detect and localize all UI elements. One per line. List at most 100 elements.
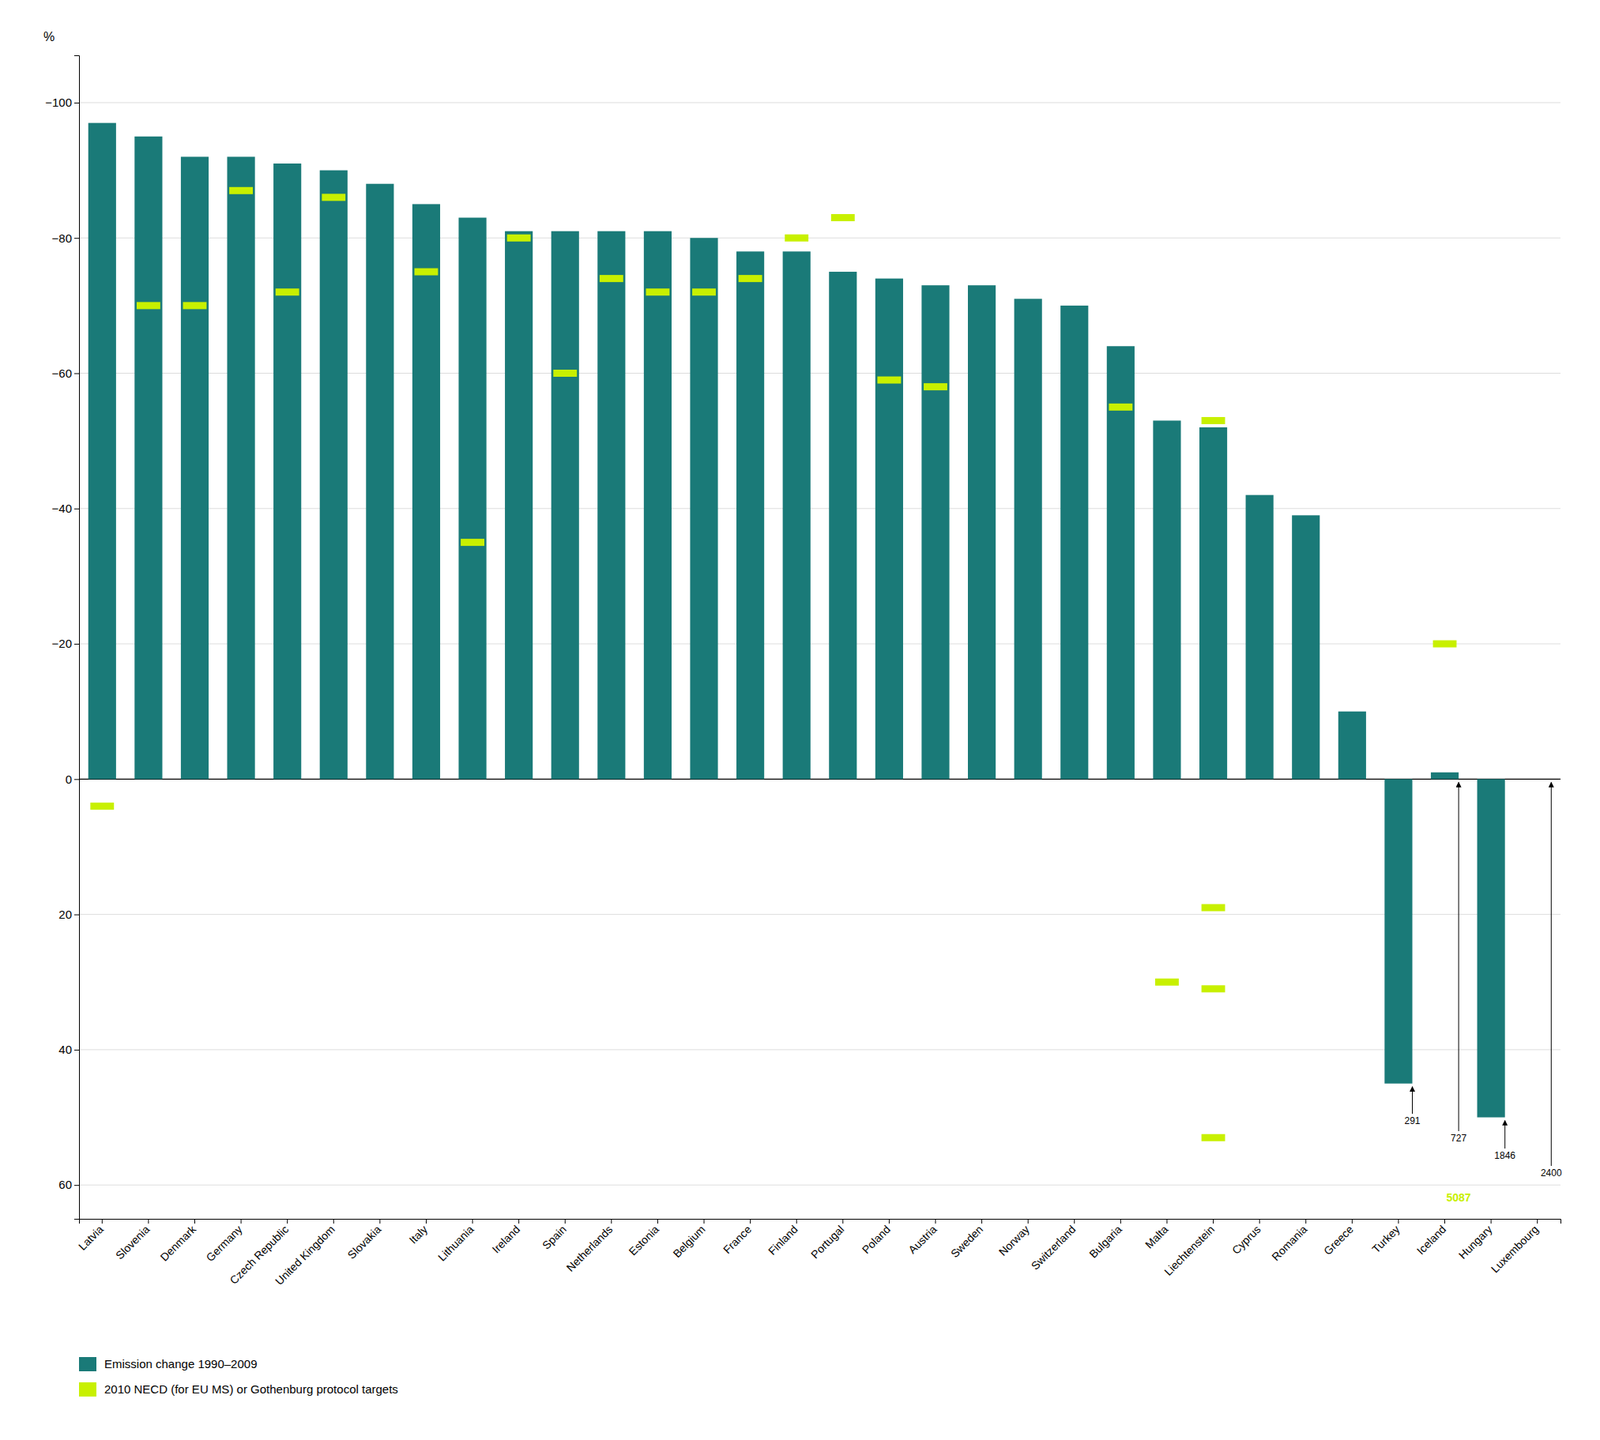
- target-marker: [229, 187, 253, 195]
- x-tick: France: [720, 1219, 754, 1257]
- y-tick: 20: [58, 907, 80, 922]
- x-tick-label: Lithuania: [435, 1223, 477, 1265]
- x-tick-label: Iceland: [1414, 1223, 1449, 1258]
- x-tick: Norway: [996, 1219, 1032, 1259]
- y-tick: 40: [58, 1042, 80, 1057]
- target-marker: [1155, 978, 1179, 987]
- y-tick: −40: [52, 501, 80, 516]
- x-tick-mark: [101, 1219, 103, 1224]
- grid-line: [79, 1049, 1561, 1051]
- x-tick-label: Poland: [859, 1223, 893, 1257]
- x-tick-mark: [657, 1219, 659, 1224]
- x-tick-label: Spain: [539, 1223, 569, 1253]
- x-tick-label: Turkey: [1369, 1223, 1402, 1256]
- legend-swatch: [79, 1382, 97, 1397]
- y-tick-label: −60: [52, 366, 72, 381]
- x-tick-label: Slovakia: [345, 1223, 384, 1262]
- x-tick: Germany: [203, 1219, 245, 1265]
- annotation-label: 5087: [1446, 1191, 1472, 1205]
- x-tick-mark: [704, 1219, 705, 1224]
- x-tick-label: Greece: [1321, 1223, 1356, 1258]
- target-marker: [923, 383, 948, 391]
- x-tick-mark: [1120, 1219, 1122, 1224]
- x-tick: Malta: [1142, 1219, 1171, 1252]
- x-tick-mark: [564, 1219, 566, 1224]
- x-tick-label: Netherlands: [564, 1223, 616, 1275]
- x-tick: Poland: [859, 1219, 893, 1257]
- bar: [412, 203, 441, 780]
- x-tick-label: Luxembourg: [1488, 1223, 1541, 1276]
- y-tick-mark: [74, 1185, 80, 1186]
- y-tick-mark: [74, 508, 80, 510]
- x-tick-mark: [1305, 1219, 1307, 1224]
- x-tick: Spain: [539, 1219, 569, 1253]
- x-tick: Finland: [765, 1219, 801, 1258]
- target-marker: [877, 376, 901, 384]
- annotation-arrow: [1411, 1087, 1413, 1115]
- y-tick: −100: [45, 95, 80, 110]
- bar: [783, 251, 811, 780]
- x-tick-label: Germany: [203, 1223, 245, 1265]
- x-tick-mark: [749, 1219, 751, 1224]
- x-tick-mark: [1351, 1219, 1353, 1224]
- x-tick-mark: [610, 1219, 612, 1224]
- bar: [597, 231, 625, 780]
- target-marker: [1433, 640, 1457, 648]
- target-marker: [1201, 904, 1226, 912]
- target-marker: [136, 301, 161, 309]
- legend-label: Emission change 1990–2009: [104, 1357, 257, 1371]
- bar: [227, 156, 256, 780]
- x-tick-label: Ireland: [489, 1223, 524, 1257]
- x-tick-mark: [981, 1219, 983, 1224]
- target-marker: [784, 234, 809, 242]
- bar: [180, 156, 209, 780]
- x-tick-label: Finland: [765, 1223, 801, 1258]
- y-axis: −100−80−60−40−200204060: [45, 56, 80, 1220]
- bar-series: [88, 123, 1506, 1119]
- y-tick-mark: [74, 237, 80, 239]
- x-tick-mark: [379, 1219, 381, 1224]
- x-tick-mark: [1490, 1219, 1492, 1224]
- x-tick: Ireland: [489, 1219, 524, 1257]
- x-tick: Greece: [1321, 1219, 1356, 1258]
- x-tick: Estonia: [626, 1219, 662, 1258]
- bar: [967, 285, 996, 780]
- bar: [88, 123, 117, 780]
- y-axis-line: [74, 56, 80, 1220]
- x-tick-mark: [934, 1219, 936, 1224]
- y-tick-label: −40: [52, 501, 72, 516]
- bar: [1523, 779, 1552, 780]
- x-tick: Bulgaria: [1086, 1219, 1125, 1262]
- bar: [1338, 711, 1367, 780]
- target-marker: [507, 234, 531, 242]
- legend-item: Emission change 1990–2009: [79, 1357, 257, 1372]
- x-tick-mark: [333, 1219, 335, 1224]
- x-tick-mark: [194, 1219, 196, 1224]
- y-tick-mark: [74, 1050, 80, 1051]
- x-tick-mark: [1027, 1219, 1029, 1224]
- x-tick-label: Slovenia: [112, 1223, 152, 1262]
- x-tick: Sweden: [948, 1219, 986, 1261]
- x-tick-mark: [425, 1219, 427, 1224]
- y-tick-label: −100: [45, 95, 72, 110]
- y-tick-mark: [74, 643, 80, 645]
- legend-label: 2010 NECD (for EU MS) or Gothenburg prot…: [104, 1382, 399, 1397]
- x-tick-label: Switzerland: [1028, 1223, 1078, 1273]
- bar: [921, 285, 949, 780]
- x-tick: Iceland: [1414, 1219, 1449, 1258]
- x-tick-label: Estonia: [626, 1223, 662, 1258]
- y-tick: −20: [52, 636, 80, 651]
- target-marker: [1108, 403, 1133, 411]
- y-tick: −60: [52, 366, 80, 381]
- grid-line: [79, 1185, 1561, 1186]
- legend-item: 2010 NECD (for EU MS) or Gothenburg prot…: [79, 1382, 399, 1397]
- x-tick-mark: [796, 1219, 798, 1224]
- y-axis-label: %: [43, 30, 55, 44]
- bar: [1477, 779, 1506, 1118]
- x-tick-label: United Kingdom: [272, 1223, 338, 1288]
- y-tick-label: −20: [52, 636, 72, 651]
- target-marker: [275, 288, 300, 296]
- x-tick-label: Austria: [905, 1223, 939, 1257]
- x-tick-label: Latvia: [75, 1223, 106, 1254]
- target-marker: [90, 802, 114, 810]
